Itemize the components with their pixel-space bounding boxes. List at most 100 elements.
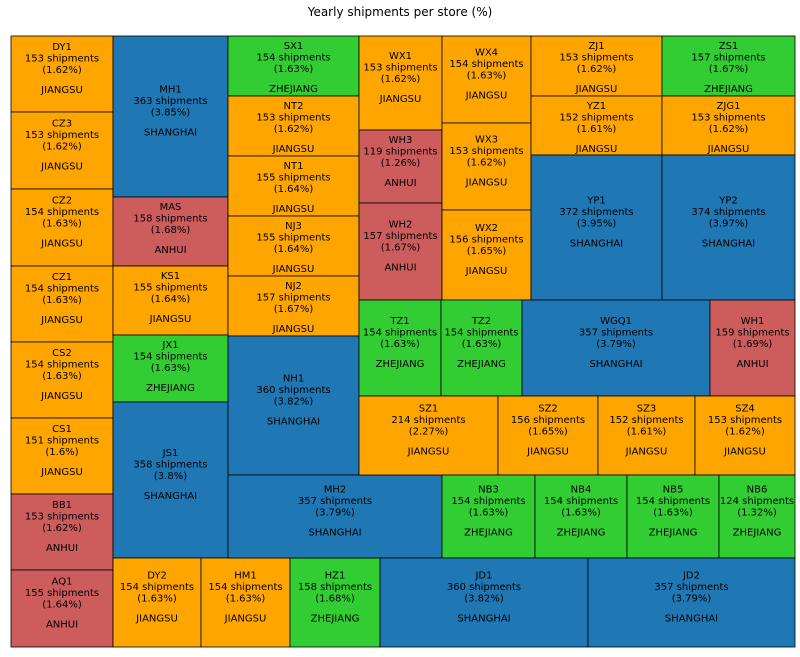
- tile-region: ZHEJIANG: [269, 84, 318, 95]
- tile-region: ANHUI: [384, 178, 416, 189]
- tile-region: JIANGSU: [575, 144, 618, 155]
- tile-region: ZHEJIANG: [376, 359, 425, 370]
- tile-percent: (1.63%): [137, 594, 177, 605]
- tile-rect: [497, 395, 599, 476]
- tile-label: WGQ1: [600, 316, 632, 327]
- tile-shipments: 119 shipments: [363, 147, 437, 158]
- tile-shipments: 154 shipments: [444, 328, 518, 339]
- tile-region: SHANGHAI: [144, 491, 197, 502]
- tile-label: CZ1: [52, 272, 72, 283]
- tile-shipments: 360 shipments: [447, 582, 521, 593]
- tile-percent: (1.62%): [274, 124, 314, 135]
- tile-region: ANHUI: [384, 263, 416, 274]
- tile-region: JIANGSU: [272, 204, 315, 215]
- tile-shipments: 154 shipments: [256, 53, 330, 64]
- tile-percent: (1.63%): [42, 371, 82, 382]
- tile-label: AQ1: [52, 577, 73, 588]
- tile-rect: [530, 95, 663, 156]
- tile-shipments: 156 shipments: [449, 235, 523, 246]
- tile-rect: [358, 202, 443, 301]
- tile-shipments: 153 shipments: [25, 512, 99, 523]
- tile-percent: (1.62%): [42, 142, 82, 153]
- tile-region: ANHUI: [46, 620, 78, 631]
- tile-percent: (1.26%): [381, 158, 421, 169]
- tile-percent: (1.63%): [462, 339, 502, 350]
- tile-region: JIANGSU: [40, 467, 83, 478]
- tile-rect: [10, 341, 114, 419]
- tile-region: JIANGSU: [272, 144, 315, 155]
- tile-shipments: 159 shipments: [715, 328, 789, 339]
- tile-rect: [626, 474, 720, 559]
- tile-label: NJ3: [285, 221, 302, 232]
- tile-percent: (1.63%): [226, 594, 266, 605]
- tile-region: ZHEJIANG: [464, 528, 513, 539]
- tile-shipments: 154 shipments: [449, 59, 523, 70]
- tile-rect: [227, 95, 360, 157]
- tile-percent: (1.69%): [733, 339, 773, 350]
- tile-shipments: 153 shipments: [559, 53, 633, 64]
- tile-percent: (1.67%): [709, 64, 749, 75]
- tile-label: YP1: [586, 196, 606, 207]
- tile-shipments: 157 shipments: [256, 293, 330, 304]
- tile-shipments: 155 shipments: [133, 283, 207, 294]
- tile-shipments: 155 shipments: [256, 173, 330, 184]
- tile-rect: [661, 95, 796, 156]
- tile-label: WX3: [475, 135, 498, 146]
- tile-label: WH2: [389, 220, 413, 231]
- tile-percent: (1.62%): [381, 74, 421, 85]
- tile-shipments: 153 shipments: [708, 415, 782, 426]
- tile-label: TZ1: [389, 316, 409, 327]
- tile-rect: [112, 557, 202, 648]
- tile-shipments: 158 shipments: [133, 214, 207, 225]
- tile-label: NH1: [283, 374, 304, 385]
- tile-shipments: 153 shipments: [363, 63, 437, 74]
- tile-rect: [10, 493, 114, 571]
- tile-rect: [112, 334, 229, 403]
- tile-percent: (3.79%): [315, 508, 355, 519]
- tile-region: ZHEJIANG: [704, 84, 753, 95]
- tile-rect: [112, 265, 229, 336]
- tile-shipments: 358 shipments: [133, 460, 207, 471]
- tile-percent: (1.65%): [528, 427, 568, 438]
- tile-label: WX2: [475, 223, 498, 234]
- tile-label: DY2: [147, 571, 167, 582]
- tile-rect: [694, 395, 796, 476]
- tile-rect: [10, 265, 114, 343]
- tile-rect: [661, 154, 796, 301]
- tile-shipments: 155 shipments: [25, 588, 99, 599]
- tile-rect: [597, 395, 696, 476]
- tile-percent: (1.63%): [469, 508, 509, 519]
- tile-label: NT1: [284, 161, 304, 172]
- tile-label: JS1: [162, 448, 179, 459]
- tile-rect: [661, 35, 796, 97]
- tile-shipments: 152 shipments: [559, 113, 633, 124]
- tile-rect: [10, 417, 114, 495]
- tile-percent: (1.32%): [737, 508, 777, 519]
- tile-percent: (1.67%): [274, 304, 314, 315]
- tile-shipments: 154 shipments: [636, 496, 710, 507]
- tile-shipments: 152 shipments: [609, 415, 683, 426]
- tile-region: SHANGHAI: [665, 614, 718, 625]
- tile-label: MH2: [324, 485, 347, 496]
- tile-label: BB1: [52, 500, 72, 511]
- tile-region: JIANGSU: [575, 84, 618, 95]
- tile-percent: (3.97%): [709, 219, 749, 230]
- tile-percent: (1.62%): [577, 64, 617, 75]
- tile-region: ANHUI: [154, 245, 186, 256]
